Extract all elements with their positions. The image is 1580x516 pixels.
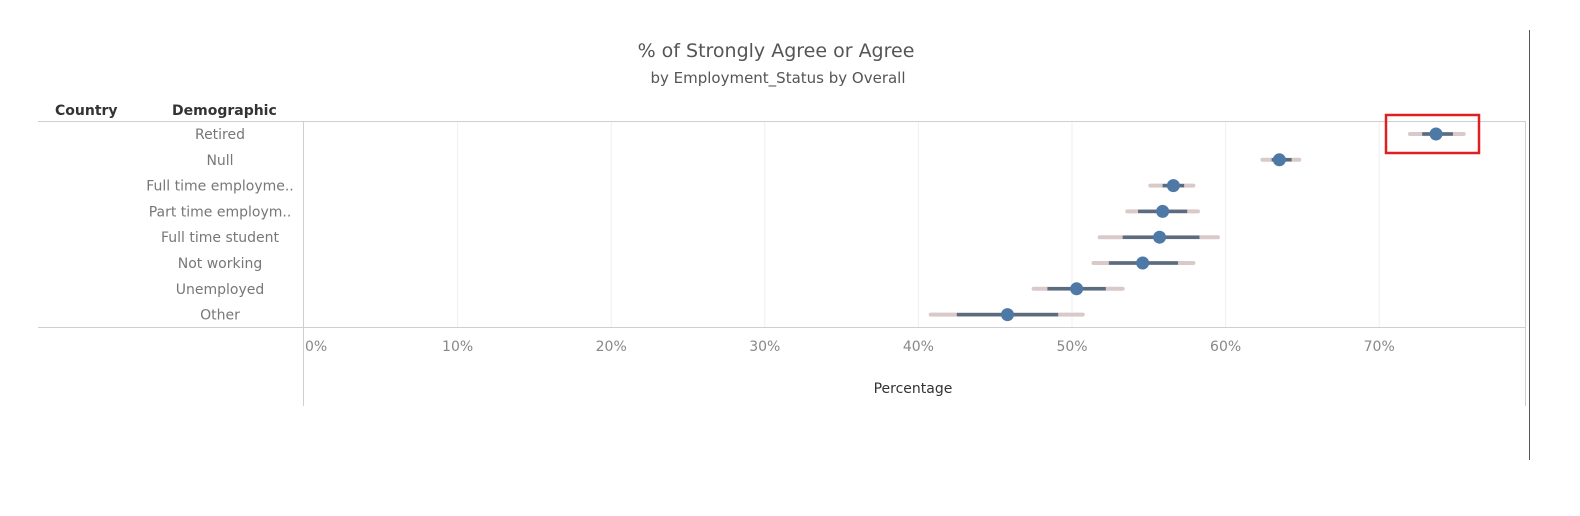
data-point[interactable]: [1156, 204, 1170, 218]
row-label: Unemployed: [176, 282, 265, 298]
row-labels: Retired Null Full time employme.. Part time…: [146, 127, 294, 324]
data-point[interactable]: [1070, 282, 1084, 296]
x-tick-label: 0%: [305, 339, 327, 355]
data-point[interactable]: [1166, 179, 1180, 193]
row-label: Other: [200, 308, 240, 324]
x-tick-label: 10%: [442, 339, 473, 355]
plot-frame: [38, 30, 1530, 460]
data-point[interactable]: [1000, 308, 1014, 322]
x-tick-label: 50%: [1056, 339, 1087, 355]
data-point[interactable]: [1136, 256, 1150, 270]
x-tick-label: 30%: [749, 339, 780, 355]
row-label: Not working: [178, 256, 263, 272]
row-label: Part time employm..: [149, 204, 292, 220]
data-point[interactable]: [1272, 153, 1286, 167]
x-tick-label: 60%: [1210, 339, 1241, 355]
data-point[interactable]: [1429, 127, 1443, 141]
row-label: Full time student: [161, 230, 279, 246]
x-axis-ticks: 0% 10% 20% 30% 40% 50% 60% 70%: [305, 339, 1395, 355]
x-tick-label: 40%: [903, 339, 934, 355]
row-label: Retired: [195, 127, 245, 143]
column-header-demographic: Demographic: [172, 103, 277, 119]
highlight-box: [1384, 113, 1481, 155]
chart-title: % of Strongly Agree or Agree: [638, 40, 915, 62]
x-tick-label: 70%: [1364, 339, 1395, 355]
row-label: Full time employme..: [146, 179, 294, 195]
chart-subtitle: by Employment_Status by Overall: [650, 69, 905, 88]
gridlines: [457, 122, 1380, 327]
x-tick-label: 20%: [596, 339, 627, 355]
row-label: Null: [206, 153, 233, 169]
data-marks: [928, 127, 1466, 322]
x-axis-label: Percentage: [874, 381, 953, 397]
column-header-country: Country: [55, 103, 118, 119]
data-point[interactable]: [1153, 230, 1167, 244]
